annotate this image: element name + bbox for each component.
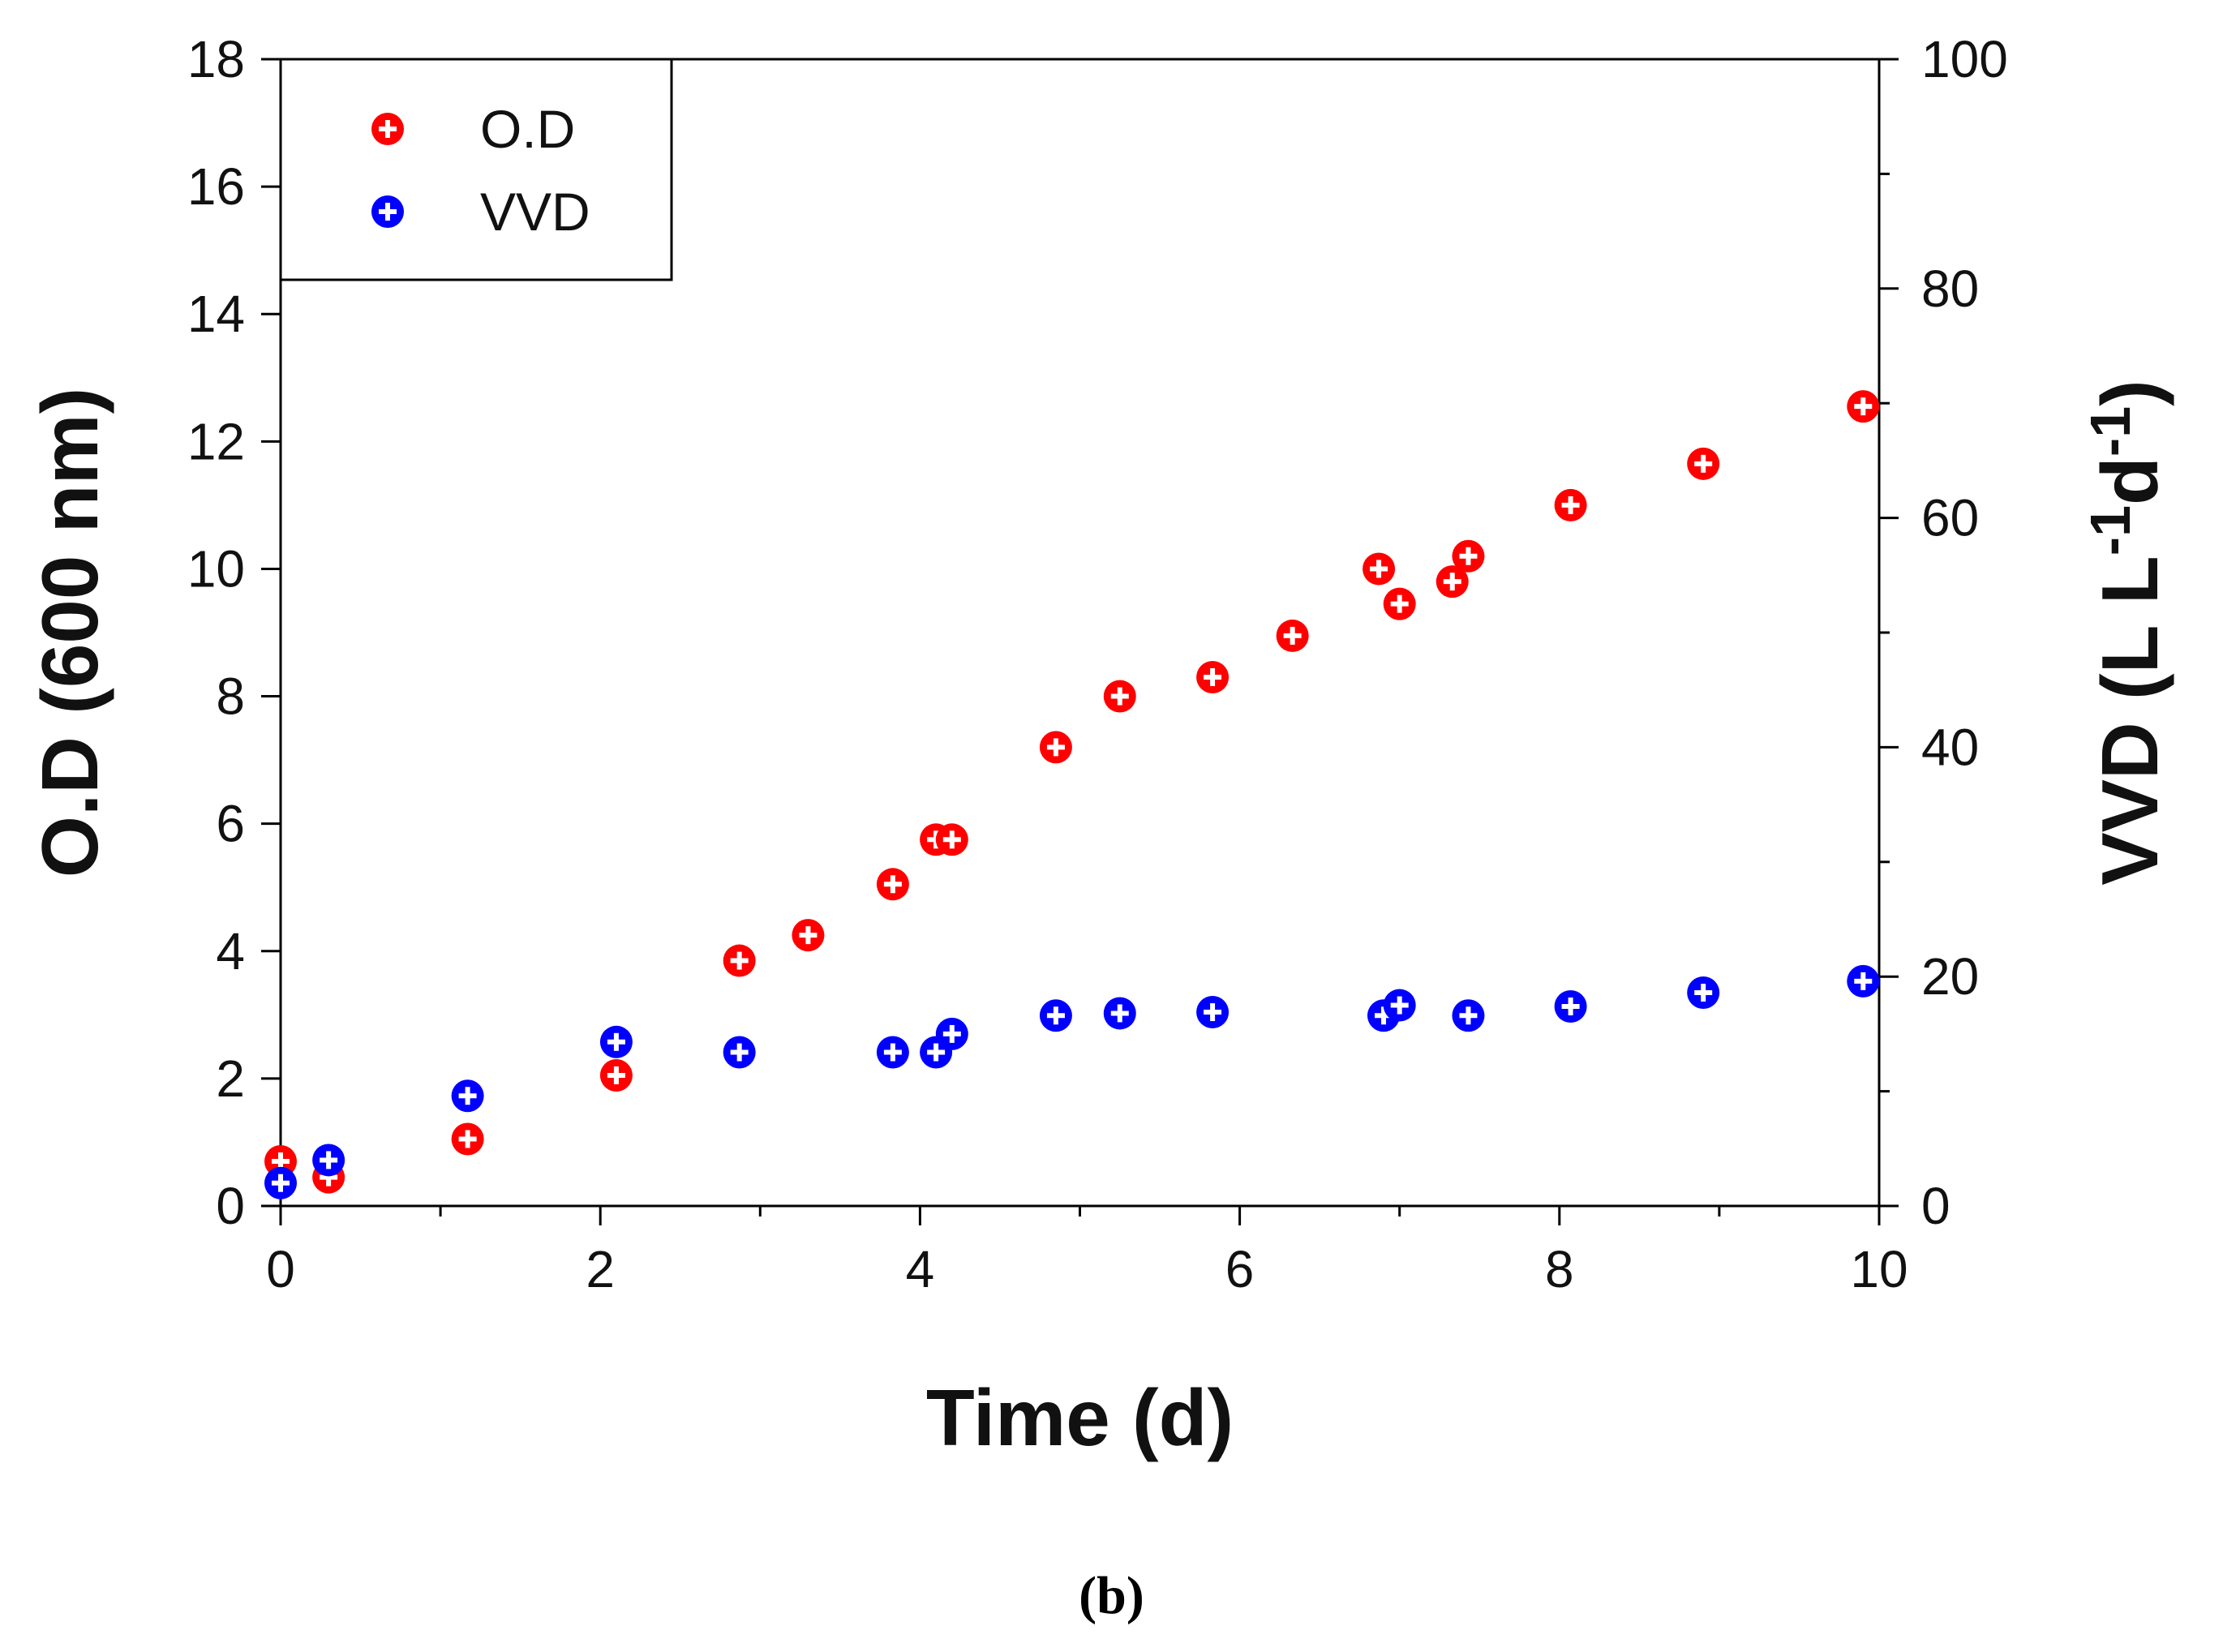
y-right-tick-label: 40 <box>1921 718 1979 776</box>
y-left-tick-label: 14 <box>187 285 245 343</box>
legend-label: O.D <box>480 99 575 159</box>
data-point-vvd <box>1383 989 1416 1022</box>
data-point-vvd <box>599 1025 633 1058</box>
data-point-od <box>876 868 909 901</box>
data-point-od <box>1276 619 1309 652</box>
data-point-od <box>723 944 756 977</box>
data-points <box>264 390 1880 1199</box>
data-point-od <box>1383 587 1416 620</box>
data-point-od <box>451 1122 484 1156</box>
x-axis-ticks: 0 2 4 6 8 10 <box>266 1206 1908 1298</box>
y-right-tick-label: 60 <box>1921 489 1979 547</box>
y-right-tick-label: 80 <box>1921 260 1979 318</box>
y-right-axis-ticks: 0 20 40 60 80 100 <box>1879 30 2008 1235</box>
y-right-tick-label: 20 <box>1921 947 1979 1006</box>
data-point-od <box>1196 660 1230 693</box>
data-point-vvd <box>1039 999 1072 1032</box>
y-left-tick-label: 2 <box>216 1049 245 1108</box>
legend-marker-vvd <box>371 195 404 228</box>
x-tick-label: 10 <box>1850 1240 1908 1298</box>
data-point-od <box>935 823 968 856</box>
y-left-tick-label: 16 <box>187 157 245 216</box>
y-left-tick-label: 0 <box>216 1177 245 1235</box>
x-axis-title: Time (d) <box>926 1373 1234 1462</box>
y-left-tick-label: 18 <box>187 30 245 88</box>
legend-marker-od <box>371 113 404 145</box>
y-right-tick-label: 0 <box>1921 1177 1950 1235</box>
figure-caption: (b) <box>1079 1566 1144 1625</box>
data-point-od <box>599 1058 633 1092</box>
data-point-od <box>1363 552 1396 586</box>
x-tick-label: 4 <box>906 1240 935 1298</box>
data-point-vvd <box>1196 996 1230 1029</box>
data-point-vvd <box>1103 997 1136 1030</box>
y-left-tick-label: 4 <box>216 922 245 980</box>
y-left-tick-label: 6 <box>216 795 245 853</box>
y-left-tick-label: 8 <box>216 667 245 726</box>
data-point-od <box>1103 680 1136 713</box>
x-tick-label: 6 <box>1225 1240 1255 1298</box>
y-left-axis-title: O.D (600 nm) <box>25 388 114 877</box>
x-tick-label: 2 <box>586 1240 615 1298</box>
data-point-od <box>1554 488 1587 521</box>
x-tick-label: 0 <box>266 1240 295 1298</box>
data-point-vvd <box>935 1017 968 1050</box>
data-point-vvd <box>1847 964 1880 998</box>
data-point-od <box>1687 447 1720 480</box>
y-left-tick-label: 10 <box>187 539 245 598</box>
x-tick-label: 8 <box>1545 1240 1574 1298</box>
data-point-vvd <box>1554 989 1587 1023</box>
data-point-vvd <box>1687 976 1720 1009</box>
legend: O.D VVD <box>279 58 673 281</box>
y-left-axis-ticks: 0 2 4 6 8 10 12 14 16 18 <box>187 30 281 1235</box>
data-point-vvd <box>1452 999 1485 1032</box>
data-point-vvd <box>723 1036 756 1069</box>
data-point-od <box>1452 539 1485 573</box>
data-point-od <box>1847 390 1880 423</box>
y-right-axis-title: VVD (L L-1d-1) <box>2079 380 2174 886</box>
data-point-vvd <box>264 1166 297 1199</box>
legend-box <box>279 58 673 281</box>
data-point-vvd <box>876 1036 909 1069</box>
data-point-od <box>1039 731 1072 764</box>
legend-label: VVD <box>480 182 590 242</box>
data-point-od <box>1436 565 1469 599</box>
y-left-tick-label: 12 <box>187 412 245 470</box>
data-point-vvd <box>451 1079 484 1113</box>
data-point-od <box>792 919 825 952</box>
data-point-vvd <box>312 1144 345 1177</box>
y-right-tick-label: 100 <box>1921 30 2008 88</box>
